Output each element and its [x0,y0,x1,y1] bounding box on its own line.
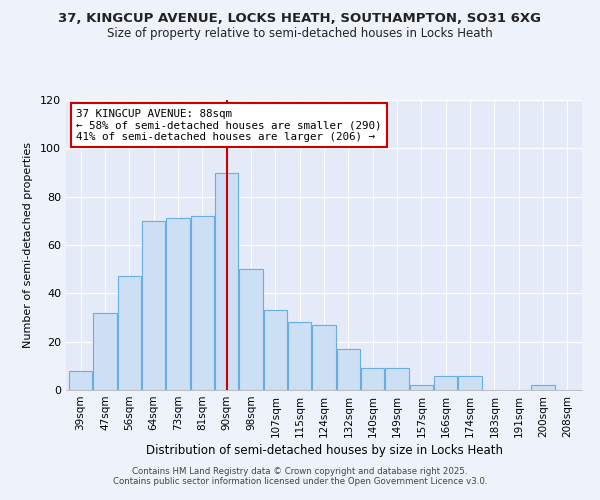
Bar [94,312,116,390]
Bar [118,276,141,390]
Bar [313,325,335,390]
Text: 37 KINGCUP AVENUE: 88sqm
← 58% of semi-detached houses are smaller (290)
41% of : 37 KINGCUP AVENUE: 88sqm ← 58% of semi-d… [76,108,382,142]
Bar [239,269,263,390]
X-axis label: Distribution of semi-detached houses by size in Locks Heath: Distribution of semi-detached houses by … [146,444,503,457]
Bar [69,370,92,390]
Bar [142,221,165,390]
Bar [166,218,190,390]
Bar [532,385,554,390]
Bar [337,349,360,390]
Bar [264,310,287,390]
Bar [385,368,409,390]
Bar [434,376,457,390]
Text: Contains public sector information licensed under the Open Government Licence v3: Contains public sector information licen… [113,477,487,486]
Bar [458,376,482,390]
Bar [410,385,433,390]
Text: 37, KINGCUP AVENUE, LOCKS HEATH, SOUTHAMPTON, SO31 6XG: 37, KINGCUP AVENUE, LOCKS HEATH, SOUTHAM… [59,12,542,26]
Bar [191,216,214,390]
Text: Contains HM Land Registry data © Crown copyright and database right 2025.: Contains HM Land Registry data © Crown c… [132,467,468,476]
Bar [361,368,384,390]
Y-axis label: Number of semi-detached properties: Number of semi-detached properties [23,142,33,348]
Bar [288,322,311,390]
Bar [215,172,238,390]
Text: Size of property relative to semi-detached houses in Locks Heath: Size of property relative to semi-detach… [107,28,493,40]
